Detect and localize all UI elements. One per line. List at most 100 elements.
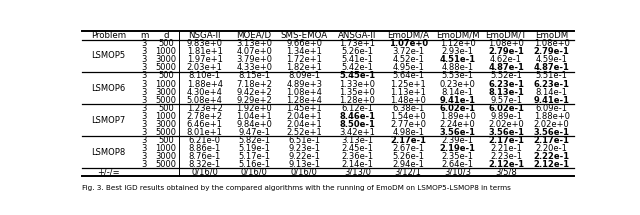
Text: 9.66e+0: 9.66e+0 bbox=[286, 39, 323, 48]
Text: EmoDM/M: EmoDM/M bbox=[436, 31, 479, 40]
Text: 3.79e+0: 3.79e+0 bbox=[236, 55, 272, 64]
Text: Fig. 3. Best IGD results obtained by the compared algorithms with the running of: Fig. 3. Best IGD results obtained by the… bbox=[83, 185, 511, 191]
Text: 6.51e-1: 6.51e-1 bbox=[289, 136, 321, 145]
Text: 9.41e-1: 9.41e-1 bbox=[440, 96, 476, 104]
Text: 2.22e-1: 2.22e-1 bbox=[534, 152, 570, 161]
Text: 5.51e-1: 5.51e-1 bbox=[536, 71, 568, 80]
Text: 2.94e-1: 2.94e-1 bbox=[392, 160, 424, 169]
Text: 6.46e+1: 6.46e+1 bbox=[187, 120, 223, 129]
Text: SMS-EMOA: SMS-EMOA bbox=[281, 31, 328, 40]
Text: 3.13e-1: 3.13e-1 bbox=[341, 136, 373, 145]
Text: 3.72e-1: 3.72e-1 bbox=[392, 47, 424, 56]
Text: 9.13e-1: 9.13e-1 bbox=[289, 160, 321, 169]
Text: 500: 500 bbox=[158, 104, 173, 113]
Text: 4.33e+0: 4.33e+0 bbox=[236, 63, 272, 72]
Text: 1.07e+0: 1.07e+0 bbox=[388, 39, 428, 48]
Text: 0/16/0: 0/16/0 bbox=[191, 168, 218, 177]
Text: d: d bbox=[163, 31, 168, 40]
Text: 4.87e-1: 4.87e-1 bbox=[488, 63, 524, 72]
Text: 6.02e-1: 6.02e-1 bbox=[488, 104, 524, 113]
Text: 3: 3 bbox=[141, 128, 147, 137]
Text: m: m bbox=[140, 31, 148, 40]
Text: LSMOP8: LSMOP8 bbox=[92, 148, 125, 157]
Text: 2.02e+0: 2.02e+0 bbox=[534, 120, 570, 129]
Text: 2.79e-1: 2.79e-1 bbox=[488, 47, 524, 56]
Text: 8.14e-1: 8.14e-1 bbox=[536, 88, 568, 97]
Text: 1.28e+4: 1.28e+4 bbox=[286, 96, 323, 104]
Text: 4.87e-1: 4.87e-1 bbox=[534, 63, 570, 72]
Text: 6.09e-1: 6.09e-1 bbox=[536, 104, 568, 113]
Text: 1.08e+0: 1.08e+0 bbox=[534, 39, 570, 48]
Text: 9.84e+0: 9.84e+0 bbox=[236, 120, 272, 129]
Text: 2.12e-1: 2.12e-1 bbox=[534, 160, 570, 169]
Text: 4.95e-1: 4.95e-1 bbox=[392, 63, 424, 72]
Text: 8.50e-1: 8.50e-1 bbox=[339, 120, 375, 129]
Text: 5.53e-1: 5.53e-1 bbox=[442, 71, 474, 80]
Text: 6.23e-1: 6.23e-1 bbox=[534, 80, 570, 89]
Text: 2.04e+1: 2.04e+1 bbox=[287, 112, 322, 121]
Text: 1.73e+1: 1.73e+1 bbox=[339, 39, 375, 48]
Text: 3: 3 bbox=[141, 71, 147, 80]
Text: 3000: 3000 bbox=[156, 88, 177, 97]
Text: 6.38e-1: 6.38e-1 bbox=[392, 104, 424, 113]
Text: 1000: 1000 bbox=[156, 112, 177, 121]
Text: 3/10/3: 3/10/3 bbox=[444, 168, 471, 177]
Text: 1.08e+4: 1.08e+4 bbox=[286, 88, 323, 97]
Text: 2.02e+0: 2.02e+0 bbox=[488, 120, 524, 129]
Text: 2.24e+0: 2.24e+0 bbox=[440, 120, 476, 129]
Text: 3: 3 bbox=[141, 80, 147, 89]
Text: 3: 3 bbox=[141, 120, 147, 129]
Text: 2.04e+1: 2.04e+1 bbox=[287, 120, 322, 129]
Text: 2.78e+2: 2.78e+2 bbox=[187, 112, 223, 121]
Text: 500: 500 bbox=[158, 136, 173, 145]
Text: 1.54e+0: 1.54e+0 bbox=[390, 112, 426, 121]
Text: 3/5/8: 3/5/8 bbox=[495, 168, 517, 177]
Text: 2.19e-1: 2.19e-1 bbox=[440, 144, 476, 153]
Text: 5.08e+4: 5.08e+4 bbox=[187, 96, 223, 104]
Text: 4.52e-1: 4.52e-1 bbox=[392, 55, 424, 64]
Text: ANSGA-II: ANSGA-II bbox=[338, 31, 376, 40]
Text: 1.88e+4: 1.88e+4 bbox=[187, 80, 223, 89]
Text: 2.14e-1: 2.14e-1 bbox=[341, 160, 373, 169]
Text: 9.29e+2: 9.29e+2 bbox=[236, 96, 272, 104]
Text: LSMOP5: LSMOP5 bbox=[92, 51, 125, 60]
Text: 3.13e+0: 3.13e+0 bbox=[236, 39, 272, 48]
Text: 0/16/0: 0/16/0 bbox=[291, 168, 318, 177]
Text: 8.13e-1: 8.13e-1 bbox=[488, 88, 524, 97]
Text: 2.64e-1: 2.64e-1 bbox=[442, 160, 474, 169]
Text: 4.51e-1: 4.51e-1 bbox=[440, 55, 476, 64]
Text: 3.56e-1: 3.56e-1 bbox=[534, 128, 570, 137]
Text: 3000: 3000 bbox=[156, 55, 177, 64]
Text: 1.35e+0: 1.35e+0 bbox=[339, 88, 375, 97]
Text: 9.22e-1: 9.22e-1 bbox=[289, 152, 320, 161]
Text: 8.76e-1: 8.76e-1 bbox=[189, 152, 221, 161]
Text: 3: 3 bbox=[141, 96, 147, 104]
Text: 2.52e+1: 2.52e+1 bbox=[287, 128, 322, 137]
Text: 1.23e+2: 1.23e+2 bbox=[187, 104, 223, 113]
Text: 1.28e+0: 1.28e+0 bbox=[339, 96, 375, 104]
Text: 3: 3 bbox=[141, 63, 147, 72]
Text: 2.93e-1: 2.93e-1 bbox=[442, 47, 474, 56]
Text: 4.89e+3: 4.89e+3 bbox=[286, 80, 323, 89]
Text: LSMOP6: LSMOP6 bbox=[92, 83, 125, 92]
Text: 2.03e+1: 2.03e+1 bbox=[187, 63, 223, 72]
Text: 5000: 5000 bbox=[156, 128, 177, 137]
Text: 1.97e+1: 1.97e+1 bbox=[187, 55, 223, 64]
Text: 5000: 5000 bbox=[156, 160, 177, 169]
Text: 2.23e-1: 2.23e-1 bbox=[490, 152, 522, 161]
Text: 5.26e-1: 5.26e-1 bbox=[392, 152, 424, 161]
Text: 3000: 3000 bbox=[156, 120, 177, 129]
Text: 9.89e-1: 9.89e-1 bbox=[490, 112, 522, 121]
Text: 500: 500 bbox=[158, 71, 173, 80]
Text: 4.88e-1: 4.88e-1 bbox=[442, 63, 474, 72]
Text: 5.16e-1: 5.16e-1 bbox=[238, 160, 270, 169]
Text: 3: 3 bbox=[141, 88, 147, 97]
Text: 6.02e-1: 6.02e-1 bbox=[440, 104, 476, 113]
Text: LSMOP7: LSMOP7 bbox=[92, 116, 125, 125]
Text: 9.83e+0: 9.83e+0 bbox=[187, 39, 223, 48]
Text: 1.92e+0: 1.92e+0 bbox=[236, 104, 272, 113]
Text: 3: 3 bbox=[141, 152, 147, 161]
Text: 4.07e+0: 4.07e+0 bbox=[236, 47, 272, 56]
Text: 9.23e-1: 9.23e-1 bbox=[289, 144, 321, 153]
Text: EmoDM/T: EmoDM/T bbox=[485, 31, 527, 40]
